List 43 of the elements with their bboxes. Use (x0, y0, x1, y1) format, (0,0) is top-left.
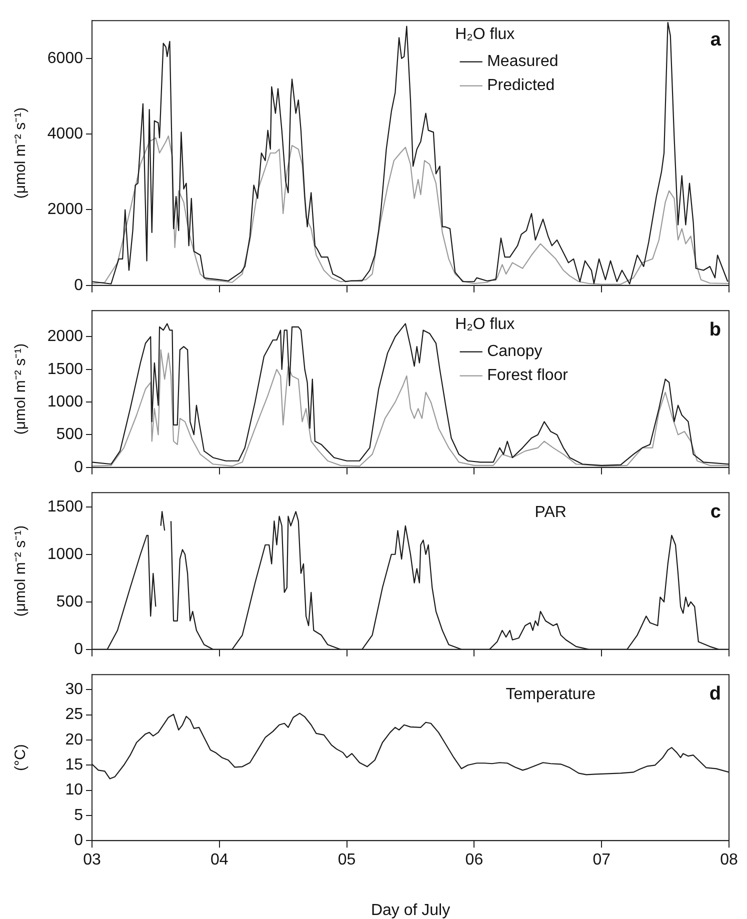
legend-label: Forest floor (487, 367, 569, 384)
legend-label: Measured (487, 53, 558, 70)
y-axis-title: (μmol m⁻² s⁻¹) (12, 525, 30, 617)
y-tick-label: 1500 (47, 498, 84, 516)
x-tick-label: 04 (210, 852, 228, 869)
legend-label: Predicted (487, 77, 555, 94)
annotation: Temperature (506, 686, 596, 704)
x-tick-label: 07 (592, 852, 611, 869)
x-axis-title: Day of July (370, 902, 450, 919)
y-tick-label: 10 (65, 782, 84, 799)
y-tick-label: 2000 (47, 201, 84, 218)
y-tick-label: 2000 (47, 328, 84, 346)
y-tick-label: 500 (56, 593, 84, 610)
y-tick-label: 1000 (47, 393, 84, 410)
y-axis-title: (μmol m⁻² s⁻¹) (12, 107, 30, 199)
y-tick-label: 6000 (47, 50, 84, 67)
x-tick-label: 06 (465, 852, 484, 869)
y-axis-title: (μmol m⁻² s⁻¹) (12, 343, 30, 435)
y-tick-label: 25 (65, 706, 84, 724)
y-tick-label: 30 (65, 681, 84, 698)
y-tick-label: 1500 (47, 360, 84, 378)
y-tick-label: 1000 (47, 546, 84, 563)
annotation: a (710, 29, 722, 50)
y-tick-label: 500 (56, 426, 84, 444)
annotation: d (709, 683, 721, 704)
y-tick-label: 15 (65, 756, 84, 774)
x-tick-label: 03 (83, 852, 101, 869)
annotation: PAR (534, 504, 566, 522)
y-axis-title: (°C) (12, 744, 30, 772)
annotation: b (709, 319, 721, 340)
legend-label: Canopy (487, 343, 542, 360)
y-tick-label: 0 (74, 640, 84, 658)
y-tick-label: 0 (74, 458, 84, 476)
y-tick-label: 4000 (47, 125, 84, 142)
legend-title: H₂O flux (455, 316, 515, 334)
y-tick-label: 20 (65, 731, 84, 748)
x-tick-label: 05 (338, 852, 356, 869)
legend-title: H₂O flux (455, 26, 515, 44)
x-tick-label: 08 (720, 852, 738, 869)
y-tick-label: 0 (74, 276, 84, 294)
y-tick-label: 5 (74, 806, 84, 824)
y-tick-label: 0 (74, 832, 84, 850)
annotation: c (710, 501, 722, 522)
